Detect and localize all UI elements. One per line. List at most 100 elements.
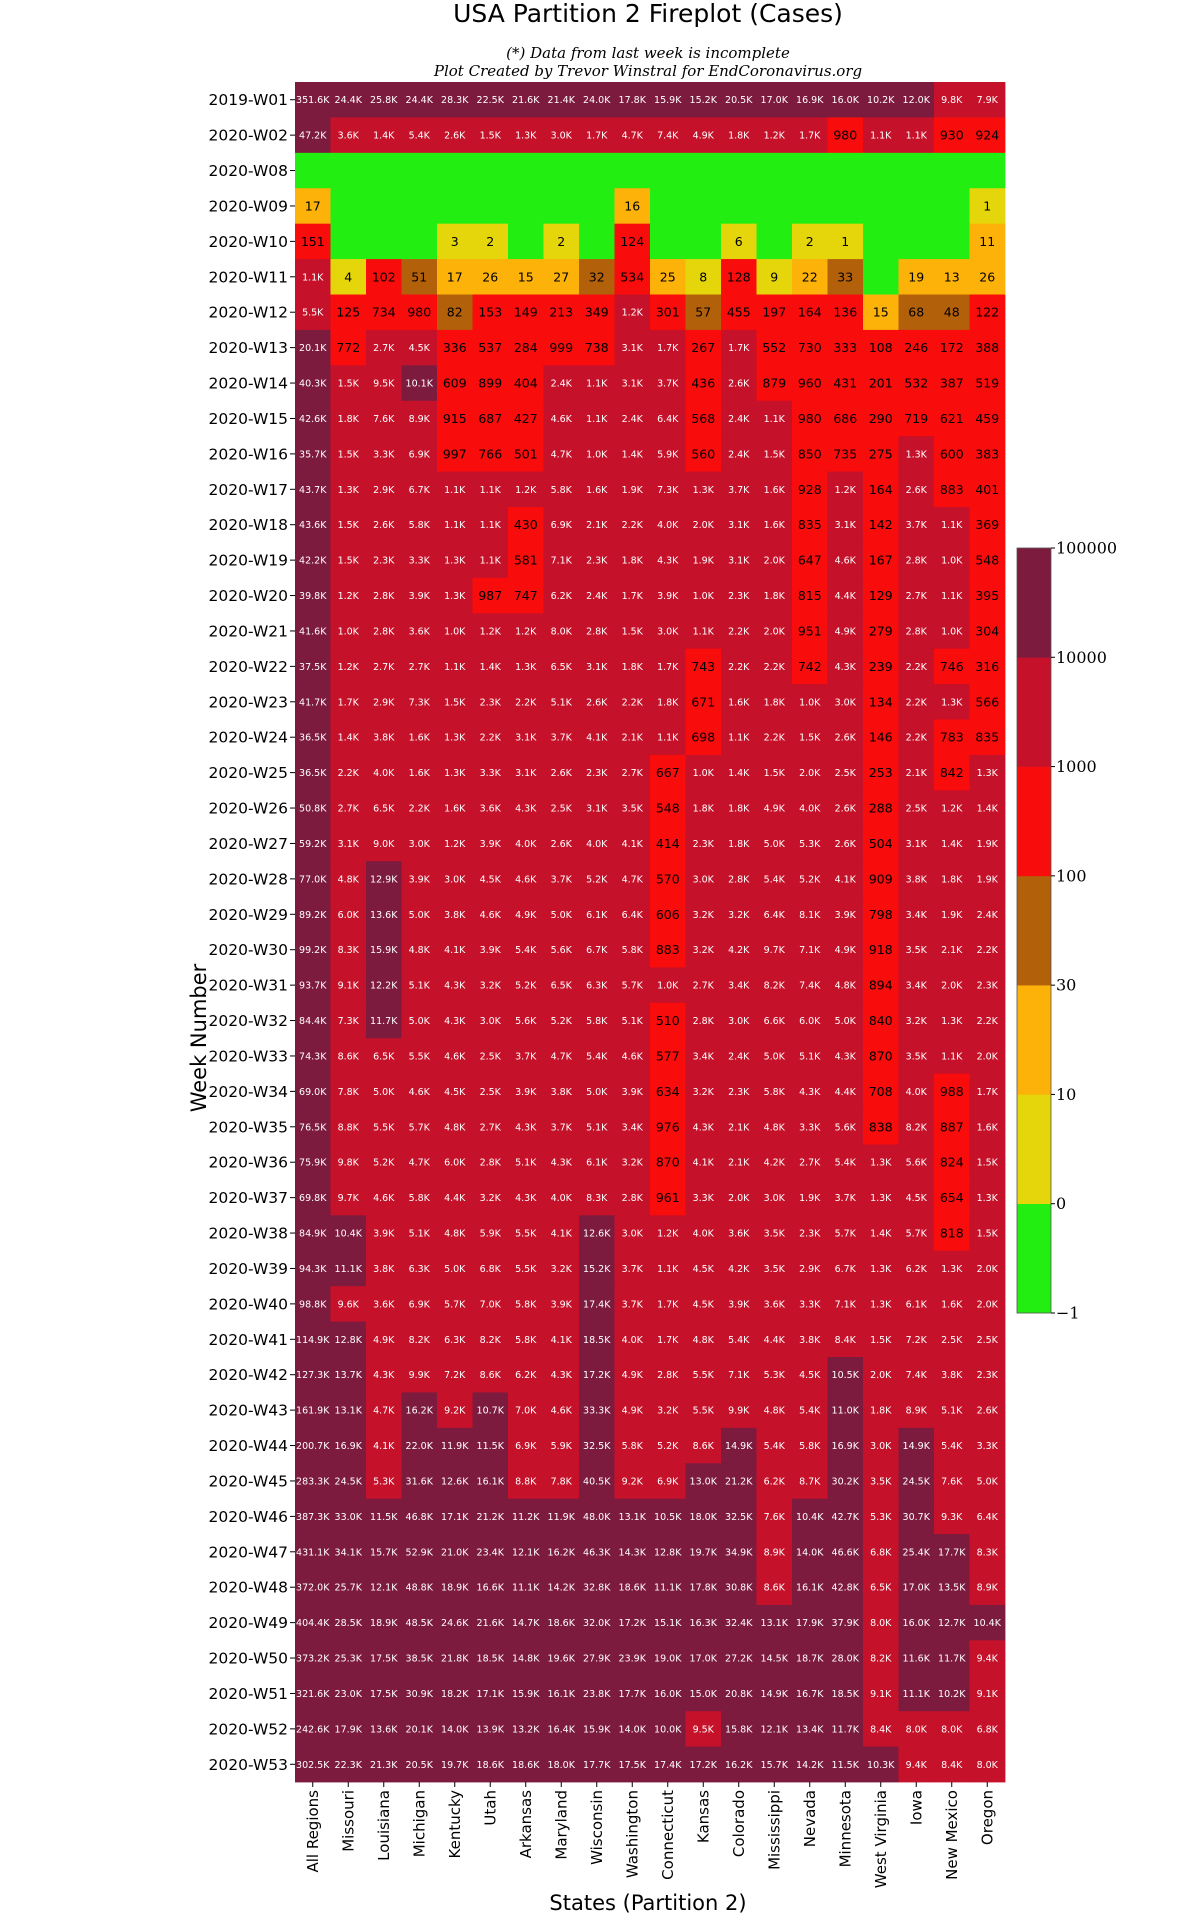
- heatmap-cell: [543, 223, 580, 260]
- cell-value-label: 21.6K: [512, 95, 540, 106]
- cell-value-label: 5.6K: [515, 1016, 537, 1027]
- y-tick-label: 2020-W09: [209, 197, 288, 215]
- heatmap-cell: [401, 188, 438, 225]
- heatmap-cell: [472, 719, 509, 756]
- heatmap-cell: [437, 648, 473, 685]
- cell-value-label: 5.3K: [870, 1512, 892, 1523]
- heatmap-cell: [969, 507, 1006, 543]
- cell-value-label: 128: [727, 269, 751, 284]
- cell-value-label: 15: [873, 305, 889, 320]
- cell-value-label: 82: [447, 305, 463, 320]
- cell-value-label: 1.7K: [657, 1299, 679, 1310]
- heatmap-cell: [863, 542, 899, 579]
- heatmap-cell: [792, 436, 828, 472]
- heatmap-cell: [437, 400, 473, 437]
- cell-value-label: 19: [908, 269, 924, 284]
- heatmap-cell: [685, 967, 722, 1004]
- cell-value-label: 12.8K: [654, 1547, 682, 1558]
- cell-value-label: 17: [447, 269, 463, 284]
- heatmap-cell: [863, 1144, 899, 1181]
- cell-value-label: 5.8K: [515, 1299, 537, 1310]
- cell-value-label: 3.7K: [515, 1051, 537, 1062]
- cell-value-label: 3.6K: [373, 1299, 395, 1310]
- cell-value-label: 3.0K: [835, 697, 857, 708]
- heatmap-cell: [650, 542, 686, 579]
- cell-value-label: 11.7K: [370, 1016, 398, 1027]
- heatmap-cell: [401, 1144, 438, 1181]
- heatmap-cell: [330, 471, 367, 508]
- heatmap-cell: [685, 1038, 722, 1075]
- cell-value-label: 13.7K: [335, 1370, 363, 1381]
- cell-value-label: 153: [478, 305, 502, 320]
- y-tick-label: 2020-W36: [209, 1154, 288, 1172]
- heatmap-cell: [295, 967, 331, 1004]
- heatmap-cell: [934, 294, 970, 331]
- heatmap-cell: [721, 259, 757, 295]
- heatmap-cell: [579, 1498, 615, 1535]
- cell-value-label: 84.9K: [299, 1229, 327, 1240]
- cell-value-label: 3.0K: [622, 1229, 644, 1240]
- heatmap-cell: [650, 294, 686, 331]
- heatmap-cell: [792, 1179, 828, 1216]
- cell-value-label: 10.3K: [867, 1760, 895, 1771]
- cell-value-label: 18.0K: [690, 1512, 718, 1523]
- cell-value-label: 275: [869, 446, 893, 461]
- cell-value-label: 8.2K: [906, 1122, 928, 1133]
- cell-value-label: 1.8K: [338, 414, 360, 425]
- heatmap-cell: [934, 648, 970, 685]
- cell-value-label: 766: [478, 446, 502, 461]
- heatmap-cell: [543, 1711, 580, 1747]
- cell-value-label: 6.5K: [870, 1583, 892, 1594]
- heatmap-cell: [295, 117, 331, 154]
- cell-value-label: 6.8K: [480, 1264, 502, 1275]
- cell-value-label: 5.5K: [515, 1229, 537, 1240]
- heatmap-cell: [614, 1215, 651, 1252]
- heatmap-cell: [721, 1392, 757, 1429]
- cell-value-label: 197: [762, 305, 786, 320]
- cell-value-label: 2.3K: [728, 591, 750, 602]
- heatmap-cell: [543, 896, 580, 933]
- heatmap-cell: [756, 1215, 793, 1252]
- heatmap-cell: [934, 1746, 970, 1783]
- cell-value-label: 2.2K: [906, 697, 928, 708]
- heatmap-cell: [863, 365, 899, 402]
- cell-value-label: 2.6K: [728, 379, 750, 390]
- colorbar-tick-label: 100000: [1056, 539, 1117, 558]
- cell-value-label: 68: [908, 305, 924, 320]
- heatmap-cell: [934, 1604, 970, 1641]
- heatmap-cell: [650, 188, 686, 225]
- cell-value-label: 4.3K: [444, 981, 466, 992]
- heatmap-cell: [401, 577, 438, 614]
- cell-value-label: 17.5K: [619, 1760, 647, 1771]
- heatmap-cell: [827, 1427, 864, 1464]
- heatmap-cell: [330, 1215, 367, 1252]
- heatmap-cell: [437, 719, 473, 756]
- heatmap-cell: [366, 967, 402, 1004]
- cell-value-label: 1.1K: [480, 520, 502, 531]
- heatmap-cell: [721, 1534, 757, 1570]
- cell-value-label: 3.2K: [480, 1193, 502, 1204]
- cell-value-label: 9: [770, 269, 778, 284]
- cell-value-label: 8: [699, 269, 707, 284]
- heatmap-cell: [614, 932, 651, 968]
- cell-value-label: 3.0K: [444, 874, 466, 885]
- cell-value-label: 11.0K: [832, 1406, 860, 1417]
- cell-value-label: 4.3K: [551, 1158, 573, 1169]
- heatmap-cell: [934, 1179, 970, 1216]
- colorbar-segment: [1017, 766, 1051, 877]
- x-tick-label: Iowa: [907, 1790, 925, 1825]
- colorbar-tick-label: 10: [1056, 1085, 1076, 1104]
- heatmap-cell: [579, 896, 615, 933]
- cell-value-label: 1.3K: [444, 556, 466, 567]
- heatmap-cell: [508, 471, 544, 508]
- cell-value-label: 8.3K: [338, 945, 360, 956]
- heatmap-cell: [792, 1250, 828, 1287]
- cell-value-label: 3.2K: [728, 910, 750, 921]
- cell-value-label: 15.8K: [725, 1724, 753, 1735]
- heatmap-cell: [898, 542, 935, 579]
- cell-value-label: 14.2K: [796, 1760, 824, 1771]
- heatmap-cell: [934, 82, 970, 118]
- heatmap-cell: [934, 329, 970, 366]
- heatmap-cell: [969, 1073, 1006, 1110]
